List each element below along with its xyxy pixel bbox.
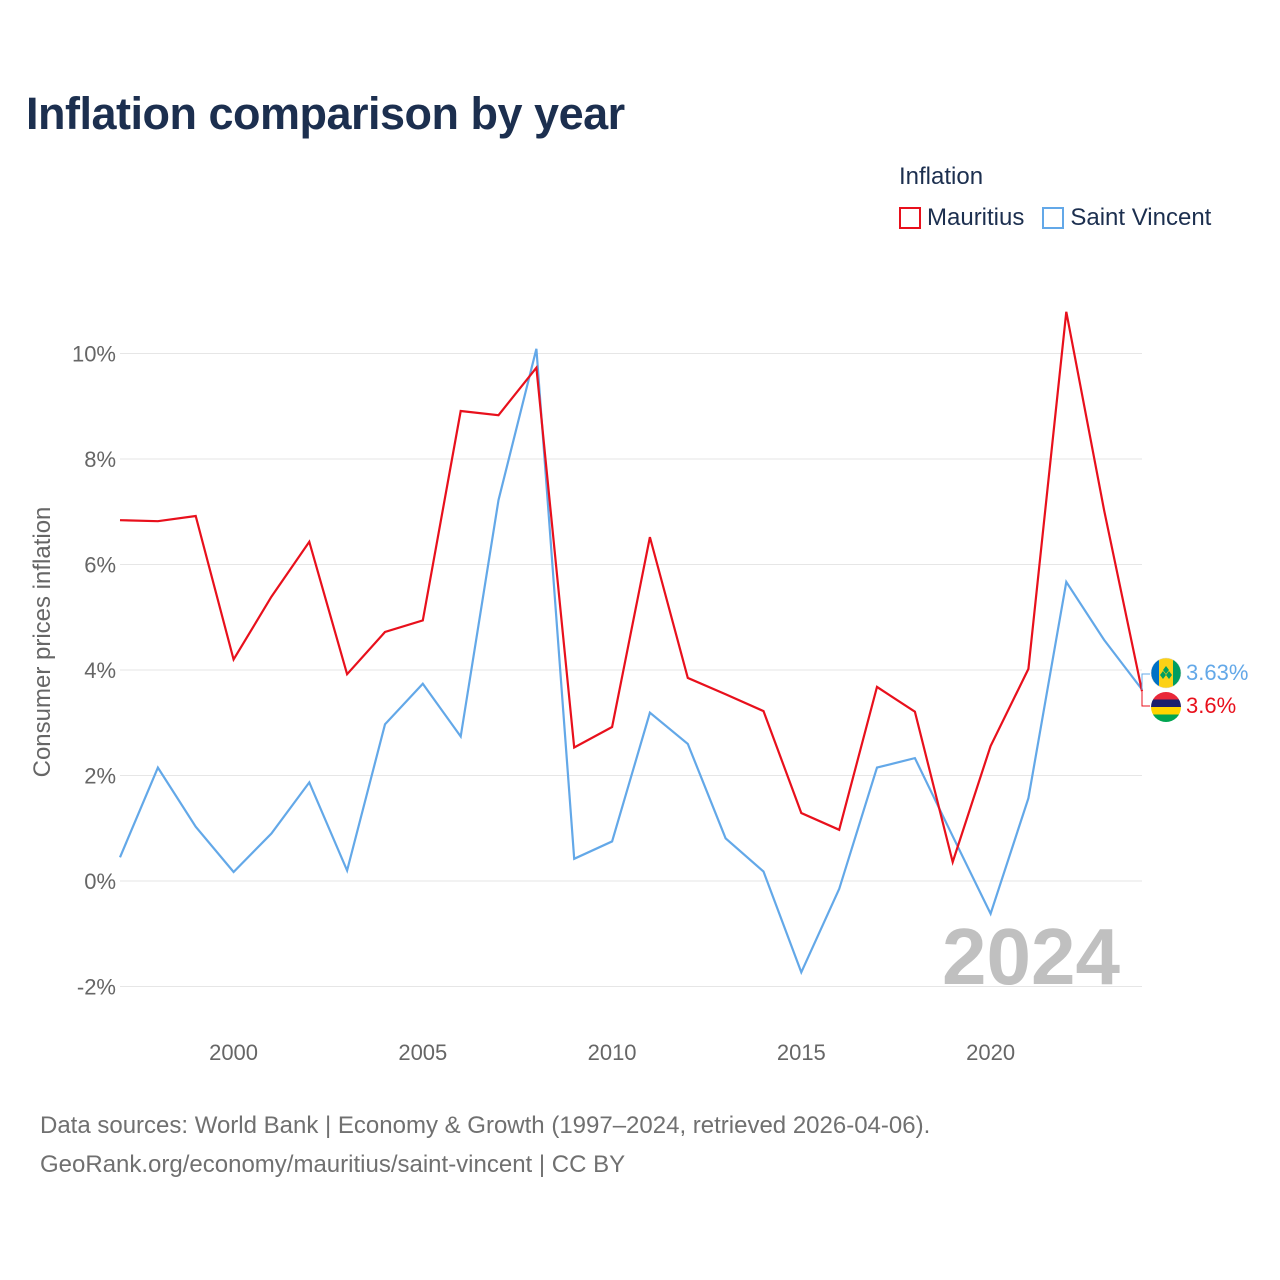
legend-swatch-saint-vincent bbox=[1042, 207, 1065, 229]
y-tick-label: 6% bbox=[84, 553, 116, 578]
footer-line-sources: Data sources: World Bank | Economy & Gro… bbox=[40, 1112, 931, 1139]
line-chart: -2% 0% 2% 4% 6% 8% 10% 2000 2005 2010 2015 2020 Co… bbox=[29, 311, 1248, 1065]
legend-label-mauritius: Mauritius bbox=[927, 204, 1025, 231]
end-labels: 3.63% 3.6% bbox=[1141, 657, 1248, 722]
mauritius-end-value: 3.6% bbox=[1186, 693, 1236, 718]
data-source-footer: Data sources: World Bank | Economy & Gro… bbox=[40, 1106, 930, 1184]
legend: Mauritius Saint Vincent bbox=[899, 204, 1211, 232]
x-axis-ticks: 2000 2005 2010 2015 2020 bbox=[209, 1040, 1015, 1065]
x-tick-label: 2015 bbox=[777, 1040, 826, 1065]
y-tick-label: -2% bbox=[77, 975, 116, 1000]
series-line-saint-vincent bbox=[118, 348, 1143, 976]
y-tick-label: 10% bbox=[72, 342, 116, 367]
series-lines bbox=[118, 311, 1144, 976]
y-axis-ticks: -2% 0% 2% 4% 6% 8% 10% bbox=[72, 342, 116, 1000]
legend-item-saint-vincent[interactable]: Saint Vincent bbox=[1042, 204, 1211, 232]
year-watermark: 2024 bbox=[942, 912, 1120, 1001]
y-tick-label: 0% bbox=[84, 869, 116, 894]
x-tick-label: 2005 bbox=[398, 1040, 447, 1065]
saint-vincent-flag-icon bbox=[1150, 657, 1182, 689]
legend-swatch-mauritius bbox=[899, 207, 921, 229]
chart-title: Inflation comparison by year bbox=[26, 88, 625, 139]
gridlines bbox=[120, 353, 1142, 987]
y-axis-label: Consumer prices inflation bbox=[29, 507, 56, 778]
saint-vincent-end-connector bbox=[1141, 673, 1150, 690]
legend-item-mauritius[interactable]: Mauritius bbox=[899, 204, 1024, 232]
x-tick-label: 2020 bbox=[966, 1040, 1015, 1065]
mauritius-end-connector bbox=[1141, 690, 1150, 707]
legend-title: Inflation bbox=[899, 163, 984, 190]
x-tick-label: 2000 bbox=[209, 1040, 258, 1065]
mauritius-flag-icon bbox=[1151, 692, 1181, 722]
legend-label-saint-vincent: Saint Vincent bbox=[1070, 204, 1212, 231]
footer-line-url[interactable]: GeoRank.org/economy/mauritius/saint-vinc… bbox=[40, 1151, 626, 1178]
x-tick-label: 2010 bbox=[588, 1040, 637, 1065]
y-tick-label: 4% bbox=[84, 658, 116, 683]
series-line-mauritius bbox=[119, 311, 1144, 866]
y-tick-label: 2% bbox=[84, 764, 116, 789]
y-tick-label: 8% bbox=[84, 447, 116, 472]
saint-vincent-end-value: 3.63% bbox=[1186, 660, 1248, 685]
